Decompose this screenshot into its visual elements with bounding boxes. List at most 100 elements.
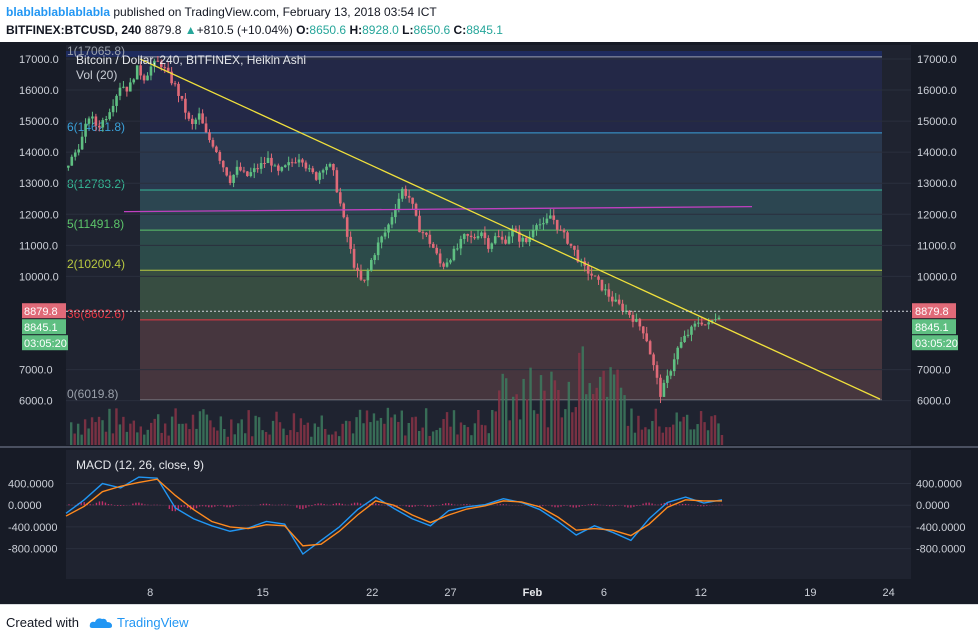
candle [487,238,490,249]
volume-bar [682,416,685,445]
candle [225,167,229,176]
candle [91,116,94,119]
high-value: 8928.0 [362,23,399,37]
candle [87,118,91,124]
candle [586,265,590,274]
candle [549,215,552,219]
y-tick-left: 11000.0 [19,240,58,252]
candle [483,232,487,239]
last-price-tag-text: 8879.8 [24,306,58,318]
macd-y-tick-right: -800.0000 [916,544,966,556]
candle [166,67,170,72]
candle [153,60,156,67]
candle [617,299,621,304]
candle [139,65,142,76]
y-tick-left: 10000.0 [19,271,59,283]
volume-bar [529,367,532,445]
candle [80,136,84,150]
chart-canvas[interactable]: 1(17065.8)6(14621.8)8(12783.2)5(11491.8)… [0,42,978,604]
candle [266,157,270,164]
candle [569,243,573,246]
volume-bar [431,431,435,445]
candle [304,162,308,169]
volume-bar [414,416,417,445]
volume-bar [358,409,362,445]
candle [67,165,70,168]
fib-band [140,270,882,320]
volume-bar [313,423,316,445]
candle [604,289,607,291]
candle [690,326,693,335]
volume-bar [261,430,264,445]
volume-bar [720,434,724,445]
volume-bar [428,435,431,445]
volume-bar [435,430,438,445]
published-text: published on TradingView.com, February 1… [113,5,437,19]
volume-bar [390,417,393,445]
tradingview-link[interactable]: TradingView [117,615,189,630]
candle [194,119,198,124]
macd-y-tick-left: 400.0000 [8,479,54,491]
candle [480,232,483,237]
macd-y-tick-left: -800.0000 [8,544,58,556]
volume-bar [459,422,463,445]
volume-bar [160,432,163,445]
low-value: 8650.6 [413,23,451,37]
volume-bar [525,399,529,445]
volume-bar [675,412,678,445]
candle [163,67,167,69]
volume-bar [473,423,477,445]
volume-bar [163,423,167,445]
candle [301,159,304,163]
candle [521,237,525,242]
macd-y-tick-left: 0.0000 [8,500,42,512]
volume-bar [97,416,101,445]
volume-bar [240,419,243,445]
volume-bar [188,429,191,445]
candle [218,152,222,161]
candle [156,60,160,62]
candle [507,236,511,244]
candle [435,247,439,254]
close-price-tag-left [22,319,66,335]
symbol-label: BITFINEX:BTCUSD, 240 [6,23,142,37]
candle [359,270,363,280]
candle [421,232,425,234]
y-tick-left: 17000.0 [19,54,59,66]
candle [184,98,187,113]
fib-top-band [66,51,882,57]
candle [669,371,673,376]
author-link[interactable]: blablablablablabla [6,5,111,19]
candle [308,168,311,170]
volume-bar [658,426,661,445]
chart-header: blablablablablabla published on TradingV… [0,0,978,42]
x-tick: 6 [601,587,607,599]
candle [111,105,115,113]
candle [104,118,108,121]
volume-bar [581,346,584,445]
volume-bar [515,394,518,445]
macd-pane [66,450,911,579]
volume-bar [226,436,229,445]
volume-bar [696,424,699,445]
candle [490,243,494,249]
volume-bar [337,436,341,445]
volume-bar [706,430,710,445]
candle [356,267,359,271]
candle [466,234,469,236]
candle [159,61,163,68]
low-label: L: [402,23,414,37]
candle [659,377,662,397]
volume-bar [595,387,598,445]
last-price-tag-text: 8879.8 [915,306,949,318]
volume-bar [157,414,160,445]
high-label: H: [349,23,363,37]
volume-bar [317,426,320,445]
volume-bar [167,435,170,445]
candle [321,170,325,173]
y-tick-right: 14000.0 [917,147,957,159]
candle [438,253,442,264]
candle [235,166,239,175]
volume-bar [505,378,508,445]
volume-bar [118,424,122,445]
